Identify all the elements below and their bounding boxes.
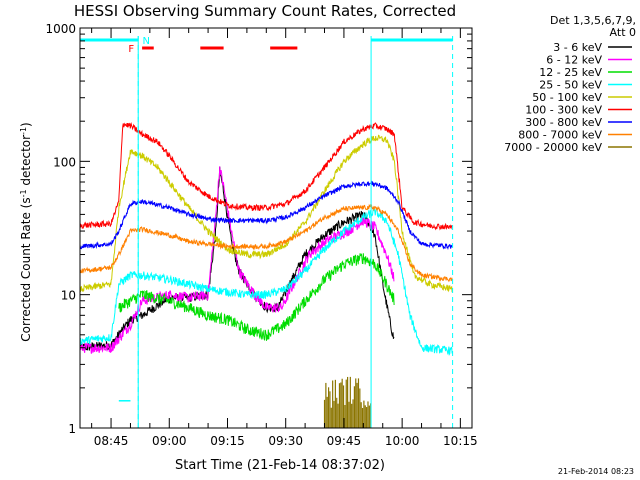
x-tick-label: 09:00 <box>152 434 187 448</box>
series-line-5 <box>79 121 453 231</box>
x-tick-label: 09:30 <box>268 434 303 448</box>
y-axis-label-exp1: -1 <box>19 189 28 197</box>
series-7 <box>79 203 453 283</box>
y-axis-label-main: Corrected Count Rate (s <box>19 197 33 341</box>
legend-label-8: 7000 - 20000 keV <box>504 141 602 154</box>
series-line-7 <box>79 203 453 283</box>
legend-label-6: 300 - 800 keV <box>525 116 602 129</box>
flag-layer: FN <box>80 36 454 428</box>
y-tick-label: 10 <box>61 289 76 303</box>
series-line-3 <box>79 207 453 357</box>
chart-title: HESSI Observing Summary Count Rates, Cor… <box>74 2 456 20</box>
legend-header-1: Att 0 <box>610 26 636 39</box>
night-flag-label: N <box>142 36 149 47</box>
legend-label-5: 100 - 300 keV <box>525 104 602 117</box>
series-5 <box>79 121 453 231</box>
svg-text:Corrected Count Rate (s-1 dete: Corrected Count Rate (s-1 detector-1) <box>19 122 34 341</box>
y-axis-label-mid: detector <box>19 135 33 190</box>
legend-label-7: 800 - 7000 keV <box>518 129 602 142</box>
series-line-2 <box>118 253 395 341</box>
series-line-4 <box>79 134 453 293</box>
x-tick-label: 10:00 <box>385 434 420 448</box>
axes-layer: 1 10 100 1000 08:45 09:00 09:15 09:30 09:45 10:00… <box>45 22 477 448</box>
series-6 <box>79 180 453 250</box>
x-tick-label: 10:15 <box>443 434 478 448</box>
plot-frame <box>79 27 473 429</box>
flare-flag-label: F <box>128 44 134 55</box>
y-axis-label-exp2: -1 <box>19 127 28 135</box>
x-axis-label: Start Time (21-Feb-14 08:37:02) <box>175 458 385 473</box>
legend-label-3: 25 - 50 keV <box>539 79 602 92</box>
series-3 <box>79 207 453 357</box>
legend-label-4: 50 - 100 keV <box>532 91 602 104</box>
x-tick-label: 08:45 <box>94 434 129 448</box>
legend-label-2: 12 - 25 keV <box>539 66 602 79</box>
y-tick-label: 100 <box>53 155 76 169</box>
y-tick-label: 1 <box>68 422 76 436</box>
series-4 <box>79 134 453 293</box>
series-layer <box>79 121 453 428</box>
series-line-6 <box>79 180 453 250</box>
y-tick-label: 1000 <box>45 22 76 36</box>
legend-label-1: 6 - 12 keV <box>546 54 602 67</box>
series-8 <box>323 376 372 428</box>
series-2 <box>118 253 395 341</box>
y-axis-label-end: ) <box>19 122 33 127</box>
x-tick-label: 09:15 <box>210 434 245 448</box>
footer-date: 21-Feb-2014 08:23 <box>558 467 634 476</box>
y-axis-label: Corrected Count Rate (s-1 detector-1) <box>19 122 34 341</box>
legend-label-0: 3 - 6 keV <box>553 41 602 54</box>
x-tick-label: 09:45 <box>327 434 362 448</box>
legend-header-0: Det 1,3,5,6,7,9, <box>550 14 636 27</box>
